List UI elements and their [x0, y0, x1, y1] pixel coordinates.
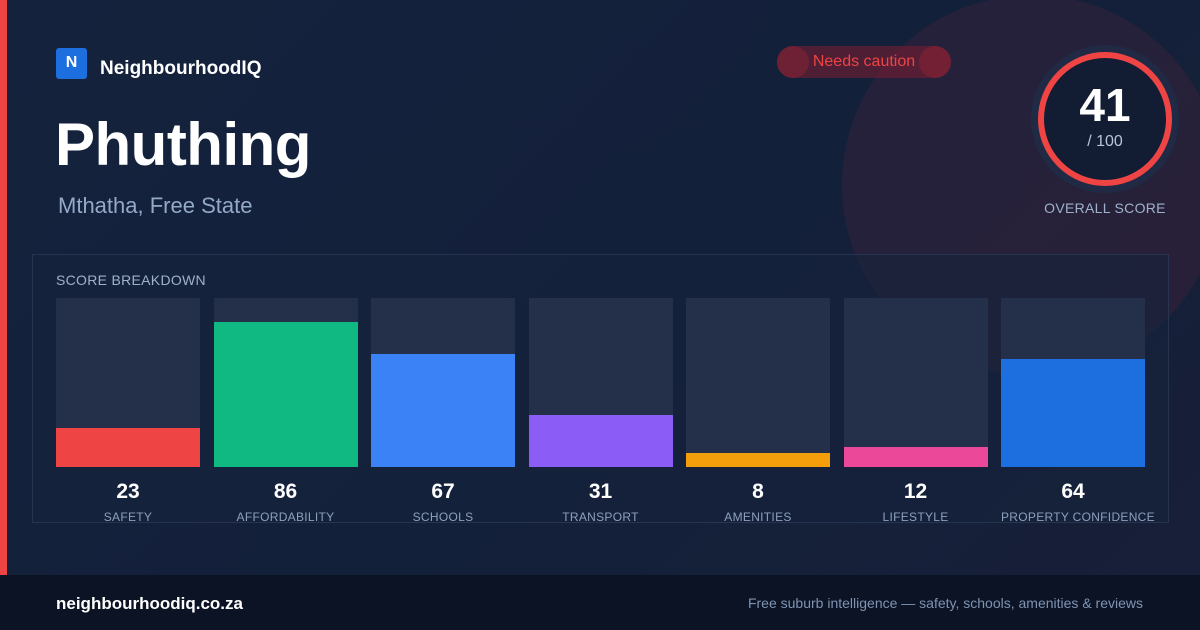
bar-value: 86 — [273, 480, 298, 503]
bar-value: 23 — [116, 480, 140, 503]
status-badge-label: Needs caution — [812, 53, 916, 70]
breakdown-item: 67 SCHOOLS — [371, 298, 515, 524]
score-breakdown-panel: SCORE BREAKDOWN 23 SAFETY 86 AFFORDABILITY 6… — [32, 254, 1169, 524]
breakdown-item: 8 AMENITIES — [686, 298, 830, 524]
brand[interactable]: N NeighbourhoodIQ — [56, 46, 261, 80]
footer: neighbourhoodiq.co.za Free suburb intell… — [0, 575, 1200, 630]
score-ring-stroke — [1038, 52, 1172, 186]
bar-fill — [1001, 359, 1145, 467]
bar-label: PROPERTY CONFIDENCE — [1001, 510, 1155, 524]
bar-track — [686, 298, 830, 467]
bar-track — [371, 298, 515, 467]
overall-score-caption: OVERALL SCORE — [1044, 200, 1166, 216]
status-badge: Needs caution — [777, 46, 951, 78]
score-ring-inner — [1044, 58, 1166, 180]
bar-fill — [371, 354, 515, 467]
bar-fill — [686, 453, 830, 467]
overall-score-max: / 100 — [1087, 133, 1123, 150]
breakdown-title: SCORE BREAKDOWN — [56, 272, 206, 288]
breakdown-item: 12 LIFESTYLE — [843, 298, 988, 524]
bar-track — [528, 298, 673, 467]
breakdown-item: 23 SAFETY — [56, 298, 200, 524]
bar-track — [843, 298, 988, 467]
overall-score-value: 41 — [1079, 79, 1131, 131]
overall-score-ring — [1031, 45, 1179, 193]
bar-fill — [213, 322, 358, 467]
bar-label: AMENITIES — [724, 510, 792, 524]
bar-value: 67 — [431, 480, 455, 503]
bar-label: SAFETY — [103, 510, 153, 524]
share-card: N NeighbourhoodIQ Needs caution Phuthing… — [0, 0, 1200, 575]
bar-label: SCHOOLS — [412, 510, 474, 524]
bar-value: 8 — [752, 480, 764, 503]
bar-track — [1001, 298, 1145, 467]
breakdown-item: 86 AFFORDABILITY — [213, 298, 358, 524]
brand-name: NeighbourhoodIQ — [100, 58, 262, 79]
accent-bar — [0, 0, 7, 575]
bar-value: 12 — [903, 480, 928, 503]
footer-tagline: Free suburb intelligence — safety, schoo… — [747, 595, 1143, 611]
bar-value: 31 — [588, 480, 613, 503]
bar-label: AFFORDABILITY — [236, 510, 335, 524]
breakdown-item: 64 PROPERTY CONFIDENCE — [1001, 298, 1155, 524]
suburb-name: Phuthing — [55, 111, 311, 178]
breakdown-item: 31 TRANSPORT — [528, 298, 673, 524]
bar-fill — [843, 447, 988, 467]
bar-track — [213, 298, 358, 467]
bar-label: LIFESTYLE — [882, 510, 949, 524]
bar-track — [56, 298, 200, 467]
bar-fill — [528, 415, 673, 467]
suburb-location: Mthatha, Free State — [58, 193, 253, 218]
bar-fill — [56, 428, 200, 467]
brand-logo-icon: N — [56, 47, 87, 79]
footer-domain-link[interactable]: neighbourhoodiq.co.za — [56, 594, 243, 613]
bar-value: 64 — [1061, 480, 1085, 503]
bar-label: TRANSPORT — [562, 510, 639, 524]
